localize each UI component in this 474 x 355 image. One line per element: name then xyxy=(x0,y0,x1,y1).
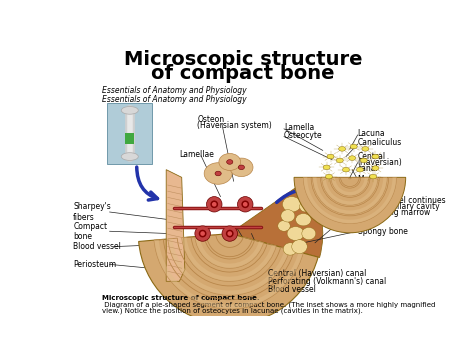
Ellipse shape xyxy=(230,158,253,176)
Text: Microscopic structure of compact bone.: Microscopic structure of compact bone. xyxy=(102,295,259,301)
Text: view.) Notice the position of osteocytes in lacunae (cavities in the matrix).: view.) Notice the position of osteocytes… xyxy=(102,307,363,314)
Bar xyxy=(125,133,135,144)
Ellipse shape xyxy=(219,153,241,170)
Ellipse shape xyxy=(238,165,245,170)
Circle shape xyxy=(210,201,218,208)
Text: Central (Haversian) canal: Central (Haversian) canal xyxy=(268,269,367,278)
Ellipse shape xyxy=(349,156,356,160)
Wedge shape xyxy=(195,236,264,268)
Ellipse shape xyxy=(296,214,311,226)
Text: into medullary cavity: into medullary cavity xyxy=(357,202,439,211)
Ellipse shape xyxy=(287,226,304,240)
Ellipse shape xyxy=(204,163,232,184)
FancyBboxPatch shape xyxy=(107,103,152,164)
Ellipse shape xyxy=(215,171,221,176)
Text: Blood vessel: Blood vessel xyxy=(73,242,121,251)
Wedge shape xyxy=(230,181,323,257)
Wedge shape xyxy=(154,240,303,309)
Ellipse shape xyxy=(337,158,343,163)
Text: Compact
bone: Compact bone xyxy=(73,222,107,241)
Wedge shape xyxy=(313,178,387,214)
Text: Matrix: Matrix xyxy=(357,175,382,184)
Text: Lacuna: Lacuna xyxy=(357,129,385,138)
Text: (Haversian): (Haversian) xyxy=(357,158,402,167)
Text: Essentials of Anatomy and Physiology: Essentials of Anatomy and Physiology xyxy=(102,95,246,104)
Ellipse shape xyxy=(370,174,377,179)
Ellipse shape xyxy=(350,144,357,149)
Circle shape xyxy=(228,231,232,236)
Text: Perforating (Volkmann's) canal: Perforating (Volkmann's) canal xyxy=(268,277,387,286)
Circle shape xyxy=(199,230,207,237)
Text: (Haversian system): (Haversian system) xyxy=(197,121,272,130)
Text: Essentials of Anatomy and Physiology: Essentials of Anatomy and Physiology xyxy=(102,86,246,95)
Text: Lamellae: Lamellae xyxy=(179,150,214,159)
Polygon shape xyxy=(166,170,185,281)
Ellipse shape xyxy=(302,228,316,240)
Ellipse shape xyxy=(338,147,346,151)
Circle shape xyxy=(201,231,205,236)
Text: Blood vessel: Blood vessel xyxy=(268,284,316,294)
Text: Osteocyte: Osteocyte xyxy=(284,131,323,140)
Circle shape xyxy=(207,197,222,212)
Ellipse shape xyxy=(362,147,369,151)
Wedge shape xyxy=(168,239,290,295)
Ellipse shape xyxy=(343,167,349,172)
Ellipse shape xyxy=(372,154,379,159)
Wedge shape xyxy=(331,178,368,196)
Circle shape xyxy=(212,202,217,207)
Text: Blood vessel continues: Blood vessel continues xyxy=(357,196,445,205)
Ellipse shape xyxy=(326,174,332,179)
Circle shape xyxy=(226,230,234,237)
Circle shape xyxy=(222,226,237,241)
Text: Diagram of a pie-shaped segment of compact bone. (The inset shows a more highly : Diagram of a pie-shaped segment of compa… xyxy=(102,301,435,308)
Ellipse shape xyxy=(327,154,334,159)
Wedge shape xyxy=(139,234,318,324)
Ellipse shape xyxy=(121,153,138,160)
Ellipse shape xyxy=(372,166,379,170)
Ellipse shape xyxy=(283,197,301,212)
Text: Canaliculus: Canaliculus xyxy=(357,138,402,147)
Circle shape xyxy=(243,202,247,207)
Ellipse shape xyxy=(283,243,297,255)
Ellipse shape xyxy=(227,160,233,164)
Ellipse shape xyxy=(360,158,367,163)
Text: of compact bone: of compact bone xyxy=(151,64,335,83)
Text: Microscopic structure: Microscopic structure xyxy=(124,50,362,69)
Ellipse shape xyxy=(356,167,364,172)
Text: Spongy bone: Spongy bone xyxy=(357,227,408,236)
Ellipse shape xyxy=(300,201,312,212)
Ellipse shape xyxy=(121,106,138,114)
Wedge shape xyxy=(303,178,396,224)
Wedge shape xyxy=(322,178,378,205)
Text: Periosteum: Periosteum xyxy=(73,260,116,269)
Circle shape xyxy=(195,226,210,241)
Text: Central: Central xyxy=(357,152,386,161)
Ellipse shape xyxy=(278,220,290,231)
Ellipse shape xyxy=(323,165,330,170)
Ellipse shape xyxy=(281,210,295,222)
Text: containing marrow: containing marrow xyxy=(357,208,430,217)
Text: Osteon: Osteon xyxy=(197,115,224,124)
Ellipse shape xyxy=(292,240,307,253)
Circle shape xyxy=(241,201,249,208)
Wedge shape xyxy=(294,178,406,233)
Text: canal: canal xyxy=(357,164,378,173)
Wedge shape xyxy=(182,237,276,281)
Text: Lamella: Lamella xyxy=(284,123,314,132)
Text: Sharpey's
fibers: Sharpey's fibers xyxy=(73,202,111,222)
Circle shape xyxy=(237,197,253,212)
